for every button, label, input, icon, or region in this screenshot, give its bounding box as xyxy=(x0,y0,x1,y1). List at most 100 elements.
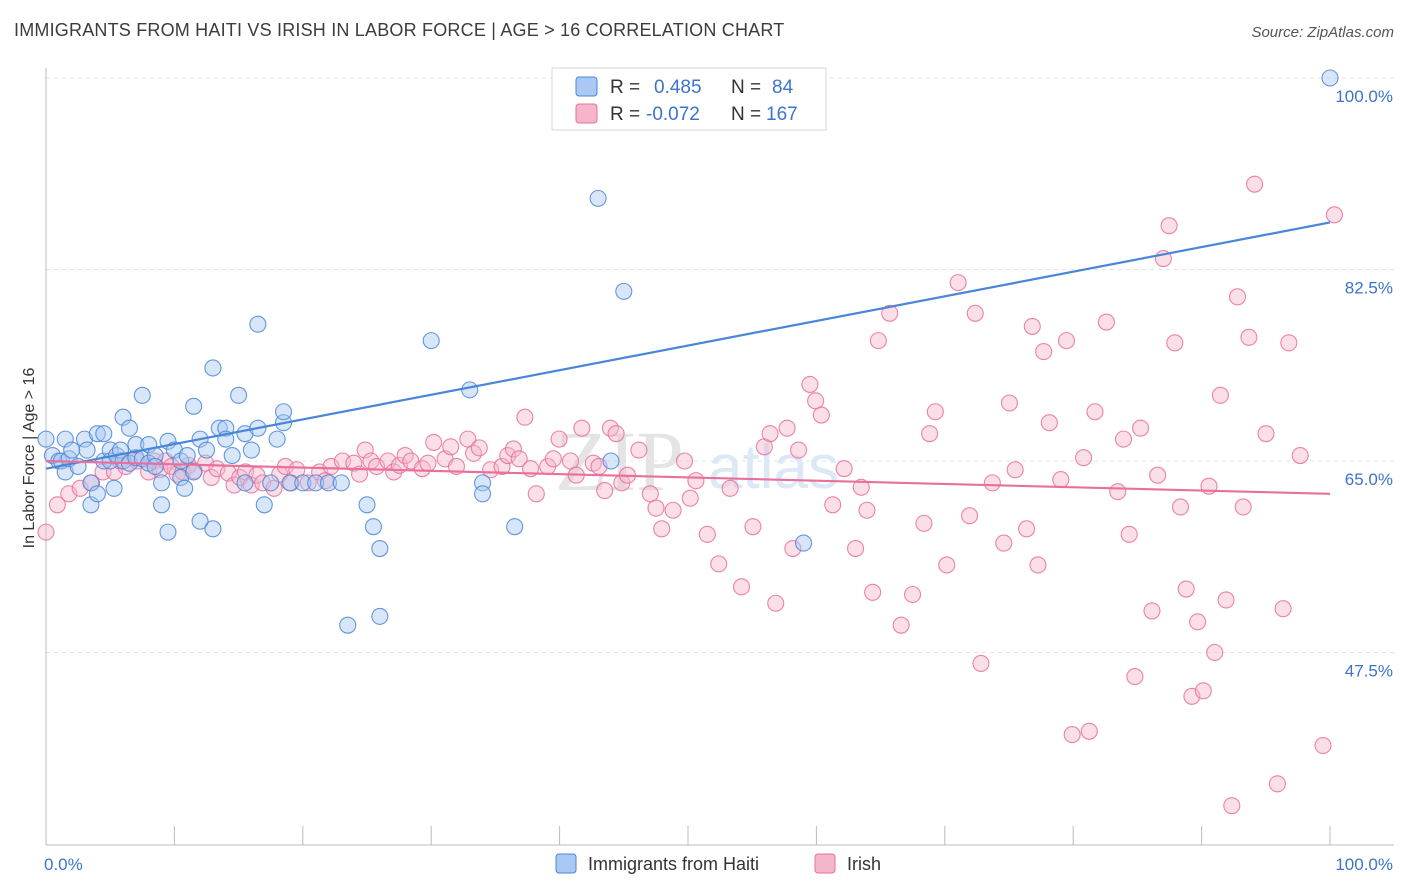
haiti-point xyxy=(422,332,440,350)
irish-point xyxy=(1166,334,1184,352)
irish-point xyxy=(499,446,517,465)
haiti-point xyxy=(795,534,813,552)
grid-lines xyxy=(46,77,1394,653)
haiti-point xyxy=(82,474,100,492)
irish-point xyxy=(37,523,55,541)
irish-point xyxy=(983,474,1001,492)
haiti-point xyxy=(236,474,254,492)
haiti-point xyxy=(165,441,183,459)
haiti-point xyxy=(133,386,151,404)
irish-point xyxy=(966,304,984,322)
haiti-point xyxy=(204,520,222,538)
y-axis-label: In Labor Force | Age > 16 xyxy=(21,368,38,549)
irish-point xyxy=(607,425,625,443)
irish-point xyxy=(1120,525,1138,543)
irish-point xyxy=(915,514,933,532)
irish-point xyxy=(482,461,500,479)
irish-point xyxy=(858,501,876,519)
irish-point xyxy=(1211,386,1229,404)
haiti-points xyxy=(37,69,1339,634)
haiti-point xyxy=(371,607,389,625)
watermark-atlas: atlas xyxy=(708,433,839,502)
irish-point xyxy=(687,472,705,490)
irish-point xyxy=(470,439,488,457)
legend-r-value: 0.485 xyxy=(654,77,702,98)
irish-point xyxy=(510,450,528,468)
haiti-point xyxy=(172,468,190,486)
haiti-point xyxy=(281,474,299,492)
irish-point xyxy=(767,594,785,612)
irish-point xyxy=(1029,556,1047,574)
irish-point xyxy=(721,479,739,497)
legend-r-value: -0.072 xyxy=(646,104,700,125)
haiti-point xyxy=(105,479,123,497)
irish-point xyxy=(202,468,220,486)
haiti-point xyxy=(185,463,203,481)
irish-point xyxy=(527,485,545,503)
irish-point xyxy=(1189,613,1207,631)
irish-point xyxy=(1018,520,1036,538)
irish-point xyxy=(544,450,562,468)
y-tick-labels: 47.5% 65.0% 82.5% 100.0% xyxy=(1335,87,1393,681)
irish-point xyxy=(630,441,648,459)
haiti-point xyxy=(602,452,620,470)
haiti-point xyxy=(223,446,241,465)
haiti-point xyxy=(589,189,607,207)
haiti-point xyxy=(127,436,145,454)
irish-point xyxy=(761,425,779,443)
haiti-point xyxy=(75,430,94,448)
irish-point xyxy=(1075,449,1093,467)
irish-point xyxy=(1280,334,1298,352)
irish-point xyxy=(1132,419,1150,437)
legend-r-label: R = xyxy=(610,104,640,125)
irish-point xyxy=(921,425,939,443)
irish-point xyxy=(710,555,728,573)
irish-point xyxy=(698,525,716,543)
irish-point xyxy=(1240,328,1258,346)
irish-point xyxy=(864,583,882,601)
haiti-point xyxy=(332,474,350,492)
irish-point xyxy=(419,454,437,472)
irish-point xyxy=(778,419,796,437)
irish-point xyxy=(675,452,694,470)
irish-point xyxy=(1057,332,1076,350)
haiti-point xyxy=(506,518,524,536)
y-tick-label: 82.5% xyxy=(1345,279,1393,298)
irish-point xyxy=(807,392,825,410)
y-tick-label: 47.5% xyxy=(1345,662,1393,681)
irish-point xyxy=(1314,736,1332,755)
haiti-point xyxy=(339,616,357,634)
irish-point xyxy=(824,496,842,514)
bottom-legend-label-irish: Irish xyxy=(847,854,881,874)
irish-point xyxy=(744,518,762,536)
irish-point xyxy=(972,654,990,672)
chart-title: IMMIGRANTS FROM HAITI VS IRISH IN LABOR … xyxy=(14,20,785,40)
legend-swatch-haiti xyxy=(575,76,598,97)
haiti-point xyxy=(127,449,145,467)
irish-point xyxy=(385,463,403,481)
haiti-point xyxy=(114,408,132,426)
irish-point xyxy=(356,441,374,459)
irish-point xyxy=(664,501,682,519)
legend-n-value: 167 xyxy=(766,104,798,125)
haiti-point xyxy=(82,496,100,514)
haiti-point xyxy=(262,474,280,492)
haiti-point xyxy=(146,457,164,476)
irish-point xyxy=(995,534,1013,552)
irish-point xyxy=(1257,425,1275,443)
bottom-legend: Immigrants from Haiti Irish xyxy=(555,853,881,874)
irish-point xyxy=(789,441,808,459)
haiti-point xyxy=(120,419,139,437)
haiti-point xyxy=(78,441,96,459)
irish-point xyxy=(1114,430,1133,448)
irish-point xyxy=(869,332,887,350)
y-tick-label: 65.0% xyxy=(1345,470,1393,489)
irish-point xyxy=(299,474,317,492)
haiti-point xyxy=(268,430,286,448)
irish-point xyxy=(1035,343,1053,361)
irish-point xyxy=(1194,682,1212,700)
legend-box: R = 0.485 N = 84 R = -0.072 N = 167 xyxy=(551,67,827,131)
haiti-point xyxy=(319,474,338,492)
irish-point xyxy=(1160,217,1178,235)
